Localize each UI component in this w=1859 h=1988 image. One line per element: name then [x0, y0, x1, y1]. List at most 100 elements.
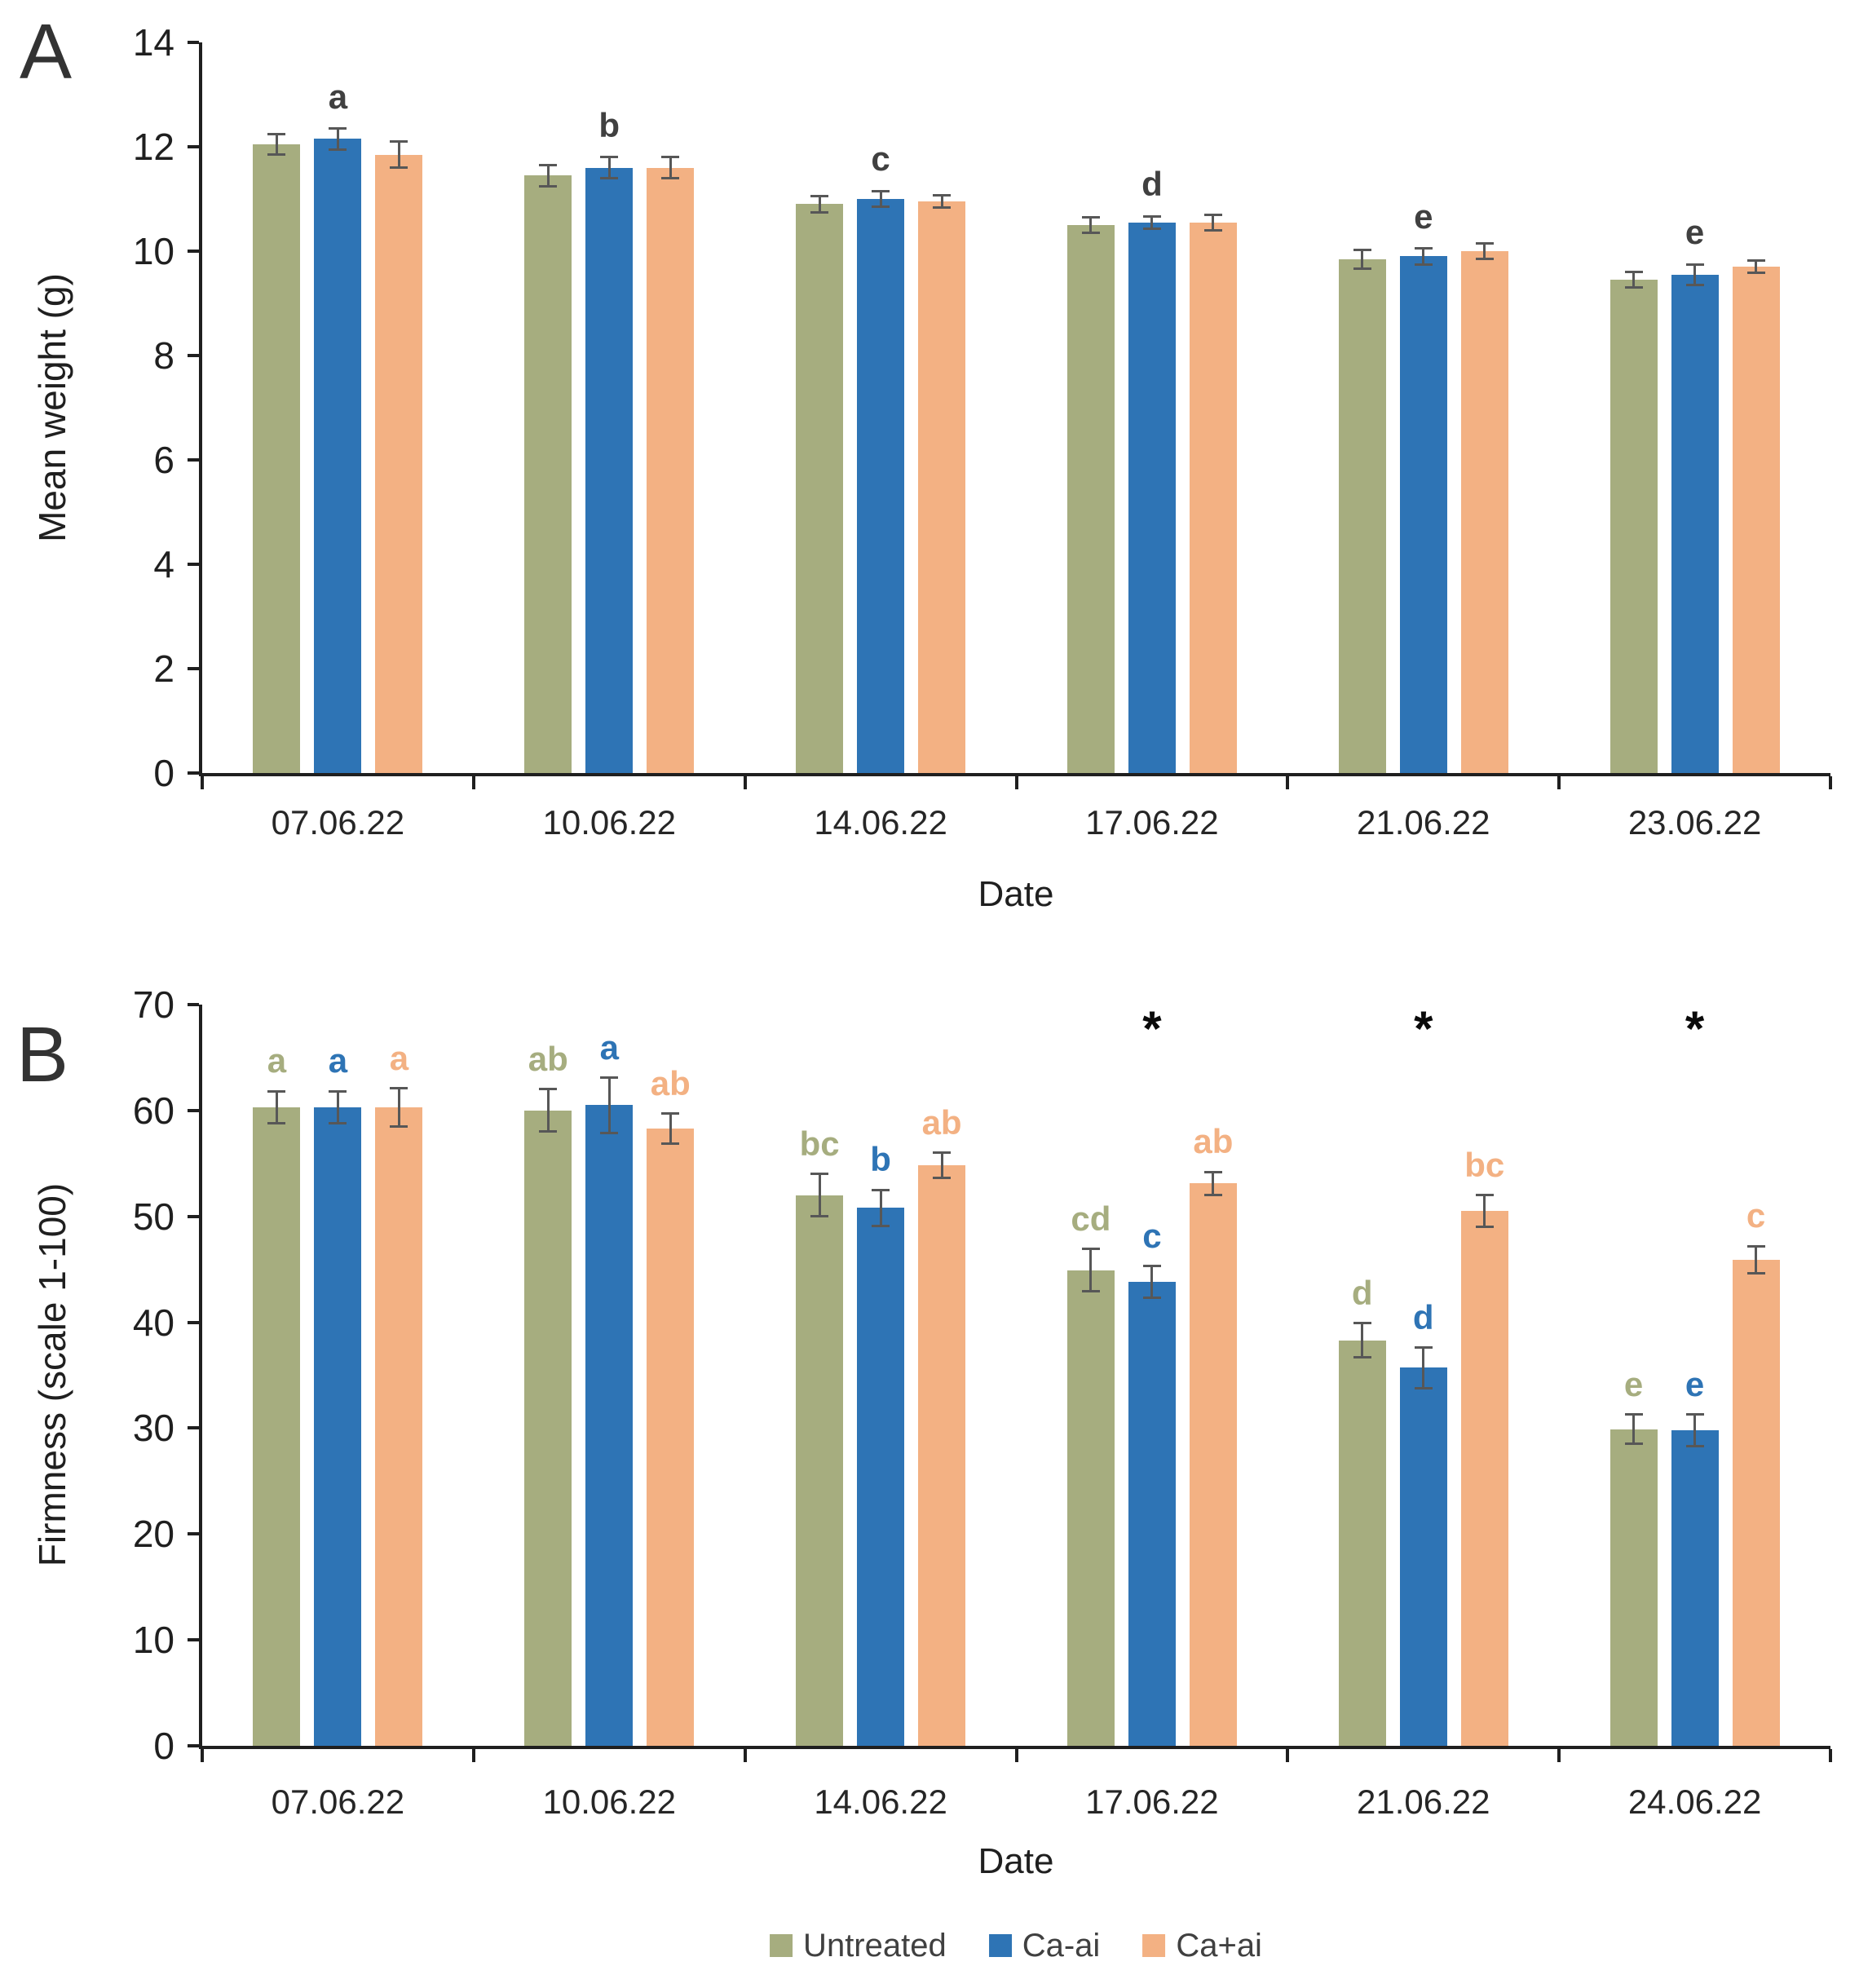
legend: Untreated Ca-ai Ca+ai [770, 1929, 1262, 1962]
y-tick-label: 0 [153, 1725, 174, 1767]
y-tick [188, 1638, 199, 1642]
y-tick [188, 771, 199, 775]
error-bar [1361, 1323, 1364, 1358]
bar [918, 201, 966, 773]
error-bar-cap [661, 156, 680, 159]
y-tick [188, 1003, 199, 1006]
bar-letter: a [599, 1027, 619, 1067]
x-tick-label: 17.06.22 [1085, 1783, 1219, 1821]
error-bar-cap [1475, 241, 1494, 245]
y-tick-label: 4 [153, 543, 174, 585]
error-bar [275, 1091, 278, 1124]
legend-label: Untreated [803, 1928, 947, 1964]
bar-letter: b [870, 1140, 891, 1179]
bar [1399, 256, 1447, 773]
x-tick [1014, 776, 1018, 789]
error-bar-cap [1353, 248, 1371, 251]
x-tick [201, 776, 204, 789]
error-bar [1150, 216, 1154, 229]
error-bar-cap [1414, 263, 1433, 266]
y-tick-label: 70 [132, 983, 174, 1026]
error-bar [1632, 272, 1636, 288]
panel-a-y-axis-title: Mean weight (g) [31, 273, 73, 542]
bar-letter: d [1351, 1273, 1373, 1312]
y-tick-label: 50 [132, 1195, 174, 1238]
y-tick [188, 145, 199, 148]
error-bar-cap [600, 1131, 619, 1134]
bar [1189, 222, 1237, 773]
error-bar-cap [1685, 1413, 1704, 1416]
error-bar-cap [267, 1121, 286, 1124]
x-tick-label: 07.06.22 [271, 803, 405, 842]
x-tick [1829, 776, 1832, 789]
bar [1128, 1282, 1176, 1746]
y-tick [188, 1108, 199, 1112]
error-bar-cap [872, 205, 890, 209]
error-bar-cap [1746, 259, 1765, 263]
legend-swatch [988, 1934, 1012, 1957]
error-bar-cap [872, 1224, 890, 1227]
y-tick-label: 8 [153, 334, 174, 377]
group-letter: e [1414, 197, 1433, 236]
error-bar-cap [872, 189, 890, 192]
bar-letter: ab [1193, 1122, 1234, 1161]
error-bar [1089, 1248, 1093, 1292]
error-bar [1755, 1246, 1758, 1274]
bar [1460, 1211, 1508, 1746]
error-bar [1150, 1266, 1154, 1298]
error-bar-cap [329, 148, 347, 151]
y-tick-label: 20 [132, 1513, 174, 1556]
error-bar [879, 1190, 882, 1226]
error-bar [336, 1091, 339, 1124]
y-tick-label: 0 [153, 752, 174, 794]
error-bar-cap [329, 1121, 347, 1124]
y-tick-label: 12 [132, 126, 174, 168]
bar-letter: a [389, 1038, 409, 1077]
bar [585, 167, 634, 773]
bar-letter: ab [528, 1039, 568, 1078]
error-bar-cap [661, 1112, 680, 1115]
bar [375, 154, 423, 773]
bar [1671, 1430, 1719, 1746]
significance-asterisk: * [1685, 1001, 1705, 1056]
error-bar-cap [661, 176, 680, 179]
x-tick [201, 1749, 204, 1762]
error-bar-cap [872, 1188, 890, 1191]
error-bar-cap [539, 1088, 558, 1091]
error-bar-cap [1685, 284, 1704, 287]
bar [314, 139, 362, 773]
bar-letter: ab [921, 1102, 962, 1142]
legend-item: Ca-ai [988, 1929, 1100, 1962]
error-bar-cap [661, 1142, 680, 1145]
y-tick [188, 458, 199, 462]
error-bar-cap [810, 1173, 829, 1176]
error-bar-cap [1142, 214, 1161, 218]
error-bar-cap [1203, 1194, 1222, 1197]
bar [647, 1128, 695, 1746]
bar [1189, 1183, 1237, 1746]
x-tick [1829, 1749, 1832, 1762]
x-tick-label: 24.06.22 [1627, 1783, 1762, 1821]
bar [918, 1165, 966, 1746]
y-tick [188, 667, 199, 670]
error-bar-cap [267, 1089, 286, 1093]
error-bar [1422, 248, 1425, 264]
bar-letter: a [267, 1041, 287, 1080]
y-tick [188, 1744, 199, 1747]
y-tick-label: 14 [132, 21, 174, 64]
y-tick [188, 1426, 199, 1430]
error-bar-cap [539, 1130, 558, 1133]
error-bar-cap [600, 1076, 619, 1080]
bar [314, 1107, 362, 1746]
error-bar-cap [1414, 247, 1433, 250]
bar-letter: e [1685, 1364, 1705, 1403]
error-bar-cap [600, 156, 619, 159]
panel-b-label: B [16, 1011, 69, 1098]
error-bar [1089, 217, 1093, 233]
y-tick-label: 60 [132, 1089, 174, 1132]
error-bar-cap [1685, 1445, 1704, 1447]
error-bar-cap [1081, 232, 1100, 235]
x-tick [743, 1749, 747, 1762]
x-tick-label: 23.06.22 [1627, 803, 1762, 842]
y-tick [188, 1532, 199, 1536]
